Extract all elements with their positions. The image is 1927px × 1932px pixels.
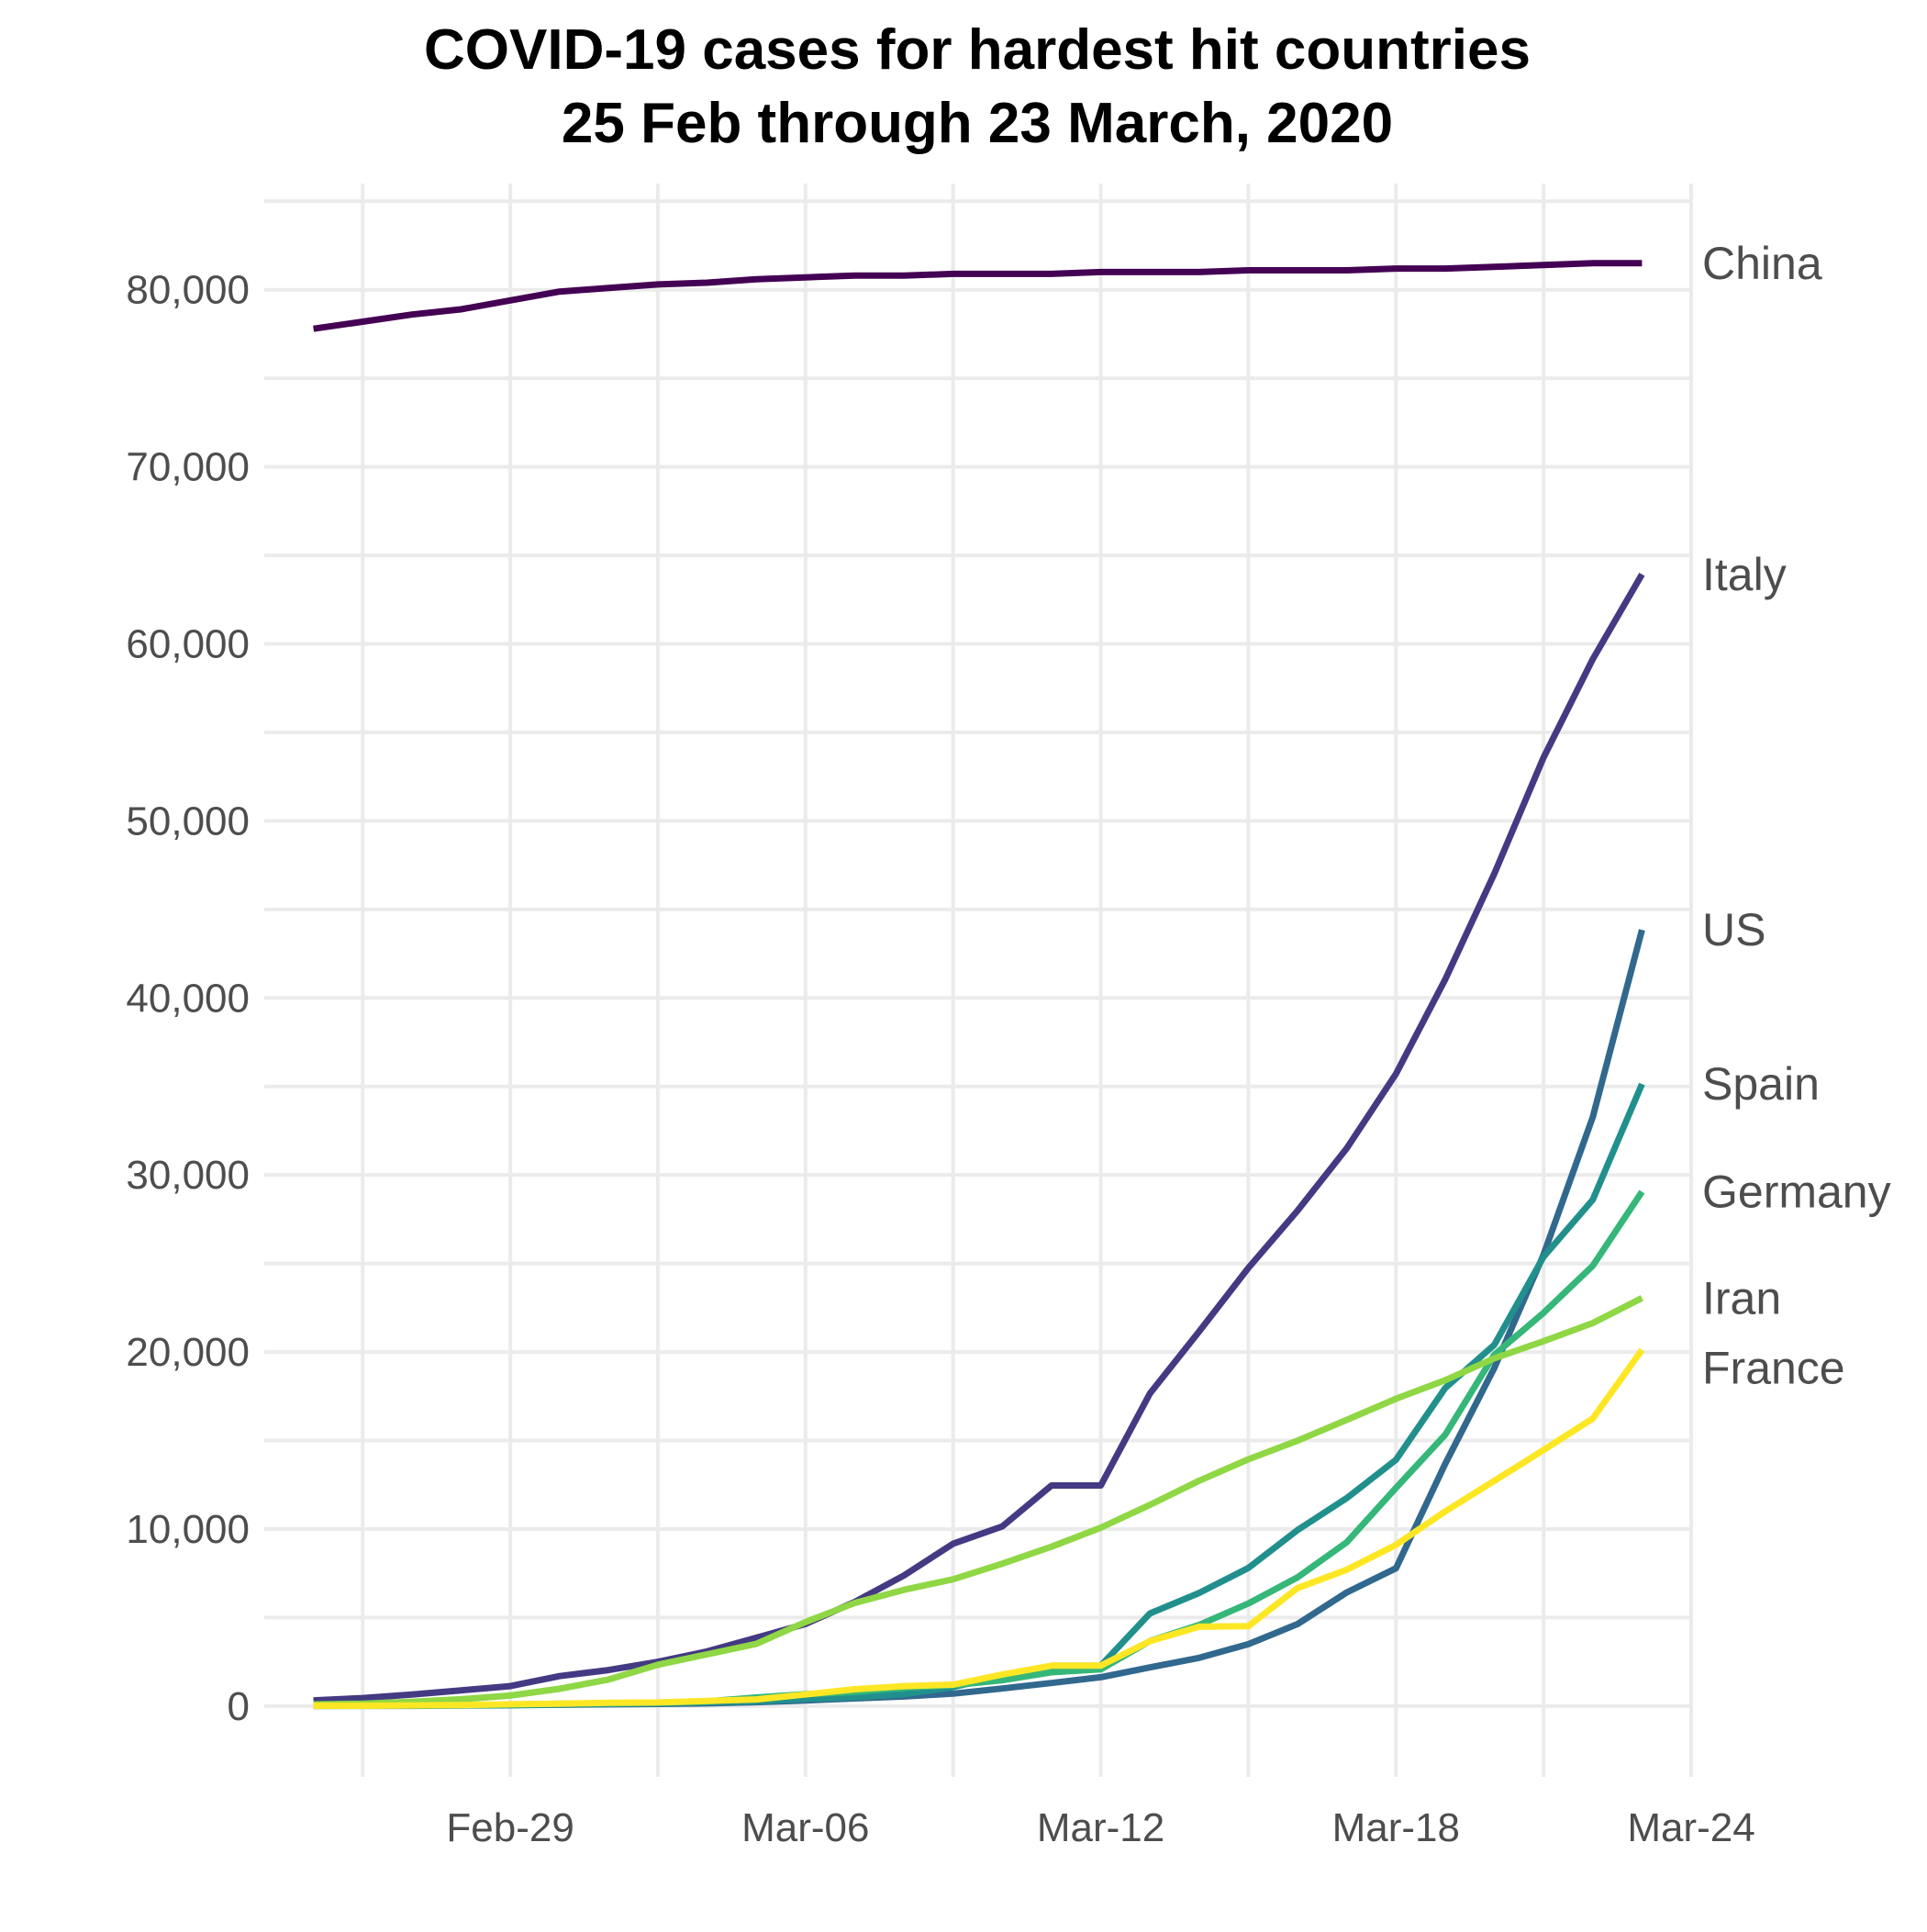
chart-title: COVID-19 cases for hardest hit countries [424, 18, 1531, 82]
series-label-us: US [1702, 904, 1765, 955]
series-label-italy: Italy [1702, 549, 1787, 600]
series-label-germany: Germany [1702, 1166, 1891, 1217]
series-label-france: France [1702, 1343, 1845, 1394]
x-tick-label: Mar-24 [1627, 1805, 1754, 1850]
y-tick-label: 80,000 [126, 268, 250, 313]
series-line-china [313, 260, 1643, 332]
x-tick-label: Feb-29 [446, 1805, 574, 1850]
series-label-china: China [1702, 238, 1822, 289]
y-tick-label: 60,000 [126, 622, 250, 667]
series-line-germany [313, 1189, 1645, 1709]
series-label-spain: Spain [1702, 1058, 1820, 1110]
x-tick-label: Mar-12 [1037, 1805, 1164, 1850]
y-tick-label: 50,000 [126, 798, 250, 843]
series-line-iran [313, 1295, 1643, 1708]
series-line-us [313, 929, 1645, 1709]
y-tick-label: 40,000 [126, 976, 250, 1021]
series-line-france [313, 1347, 1645, 1710]
x-tick-label: Mar-06 [741, 1805, 869, 1850]
chart-subtitle: 25 Feb through 23 March, 2020 [561, 92, 1394, 155]
y-tick-label: 0 [228, 1684, 250, 1729]
x-tick-label: Mar-18 [1332, 1805, 1460, 1850]
y-tick-label: 30,000 [126, 1153, 250, 1198]
series-line-italy [313, 573, 1645, 1704]
y-tick-label: 70,000 [126, 445, 250, 490]
y-tick-label: 10,000 [126, 1507, 250, 1552]
series-line-spain [313, 1082, 1645, 1710]
series-label-iran: Iran [1702, 1272, 1781, 1323]
y-tick-label: 20,000 [126, 1330, 250, 1375]
